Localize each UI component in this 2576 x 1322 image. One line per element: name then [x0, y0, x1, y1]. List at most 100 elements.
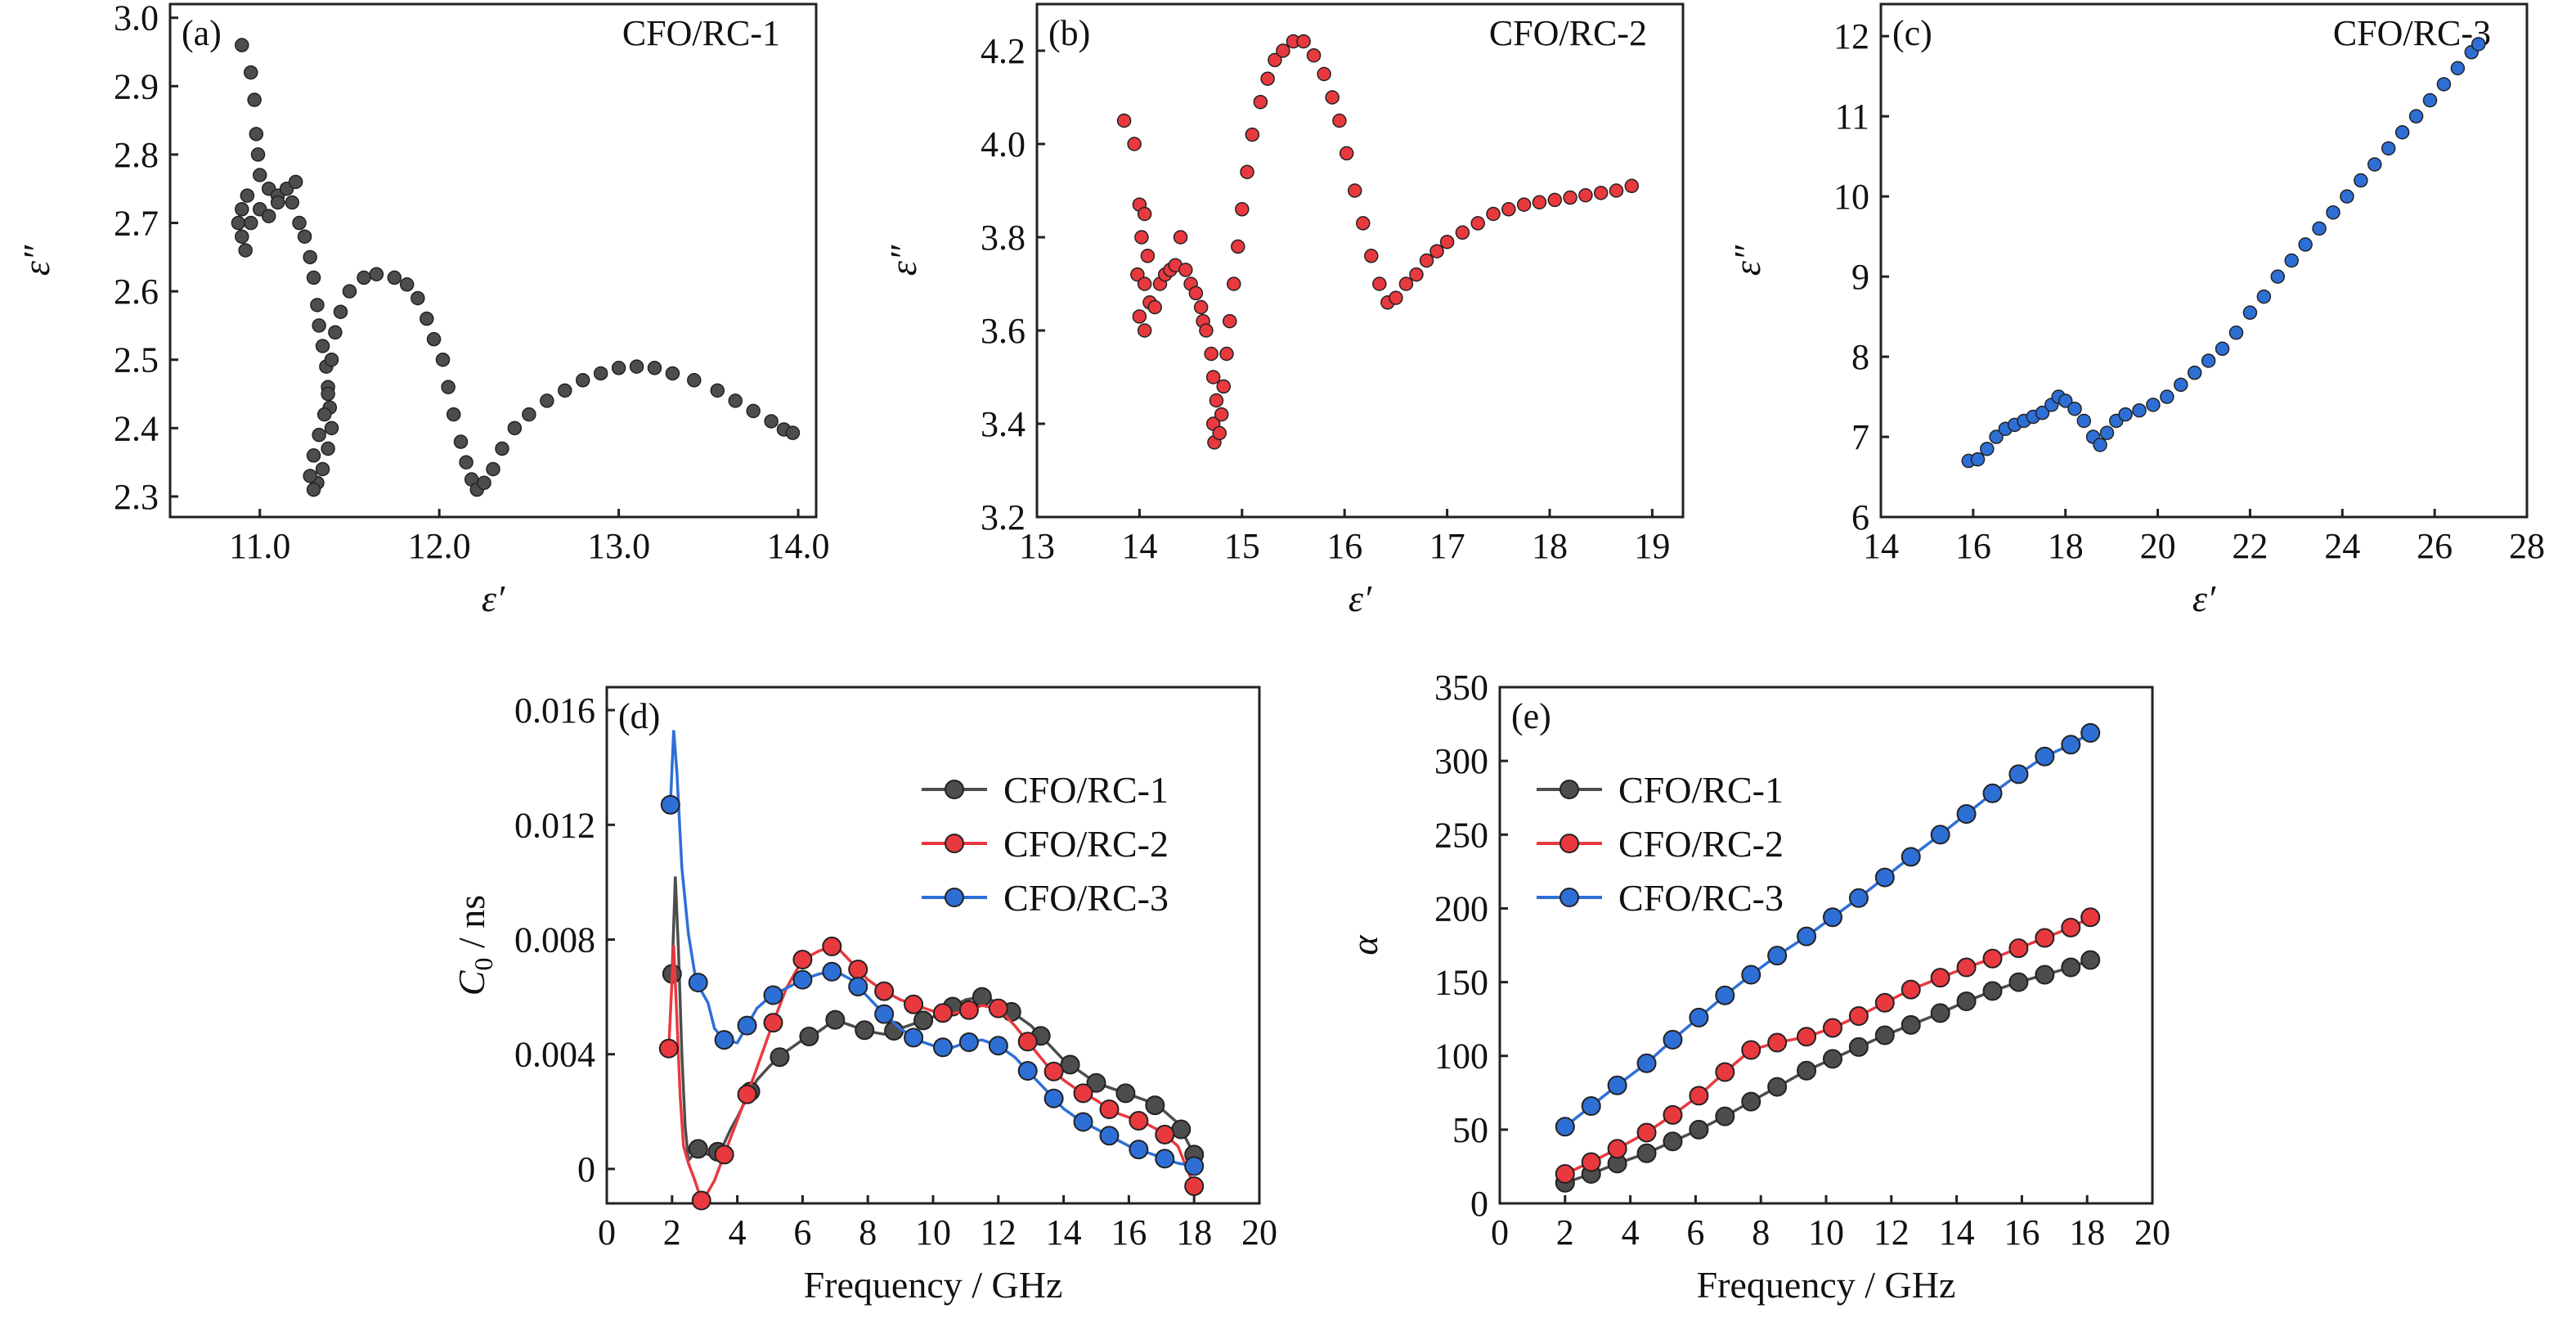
- series-marker: [822, 961, 842, 982]
- series-marker: [932, 1037, 953, 1058]
- data-point: [575, 373, 590, 388]
- x-tick-label: 24: [2324, 526, 2360, 566]
- data-point: [2422, 92, 2438, 108]
- data-point: [1260, 71, 1275, 86]
- data-point: [611, 361, 626, 375]
- series-marker: [737, 1084, 757, 1104]
- series-marker: [1099, 1126, 1120, 1146]
- x-tick-label: 10: [915, 1212, 951, 1252]
- series-marker: [855, 1020, 875, 1041]
- data-point: [261, 209, 276, 223]
- data-point: [2408, 109, 2424, 124]
- data-point: [2340, 189, 2354, 204]
- series-marker: [2061, 957, 2081, 978]
- series-marker: [1741, 1040, 1761, 1060]
- panel-label: (e): [1511, 696, 1551, 736]
- data-point: [1227, 277, 1241, 291]
- data-point: [2436, 77, 2452, 92]
- series-marker: [1767, 1077, 1788, 1097]
- data-point: [2201, 353, 2216, 368]
- panel-label: (a): [182, 13, 222, 53]
- data-point: [1339, 146, 1354, 161]
- data-point: [1970, 452, 1986, 467]
- data-point: [1296, 34, 1311, 49]
- series-marker: [792, 969, 813, 990]
- series-marker: [1874, 992, 1895, 1013]
- data-point: [1980, 441, 1995, 456]
- y-tick-label: 0.004: [514, 1035, 595, 1075]
- data-point: [231, 215, 246, 231]
- data-point: [247, 92, 262, 107]
- data-point: [1332, 113, 1347, 128]
- series-marker: [822, 936, 842, 956]
- series-marker: [1741, 965, 1761, 985]
- y-tick-label: 6: [1851, 497, 1869, 537]
- x-tick-label: 0: [1491, 1212, 1509, 1252]
- x-tick-label: 16: [2004, 1212, 2040, 1252]
- data-point: [315, 339, 330, 353]
- data-point: [1470, 216, 1485, 231]
- legend-entry: CFO/RC-1: [1618, 769, 1784, 811]
- series-tag: CFO/RC-2: [1489, 13, 1647, 53]
- data-point: [2160, 389, 2174, 404]
- x-axis-title: ε′: [482, 578, 505, 619]
- data-point: [453, 434, 469, 449]
- x-tick-label: 12.0: [408, 526, 471, 566]
- series-marker: [799, 1026, 819, 1046]
- series-marker: [1555, 1163, 1575, 1184]
- data-point: [306, 448, 321, 463]
- x-tick-label: 12: [1874, 1212, 1910, 1252]
- series-marker: [1636, 1122, 1657, 1143]
- series-marker: [1184, 1156, 1205, 1176]
- series-marker: [825, 1009, 846, 1030]
- panel-label: (b): [1048, 13, 1090, 53]
- x-tick-label: 8: [859, 1212, 877, 1252]
- x-axis-title: ε′: [2192, 578, 2216, 619]
- data-point: [2256, 289, 2272, 304]
- data-point: [252, 168, 267, 182]
- series-marker: [1663, 1104, 1683, 1125]
- series-marker: [2061, 735, 2081, 755]
- y-tick-label: 10: [1833, 177, 1869, 217]
- series-marker: [2035, 746, 2055, 767]
- y-tick-label: 0: [577, 1149, 595, 1189]
- plot-frame: [605, 686, 1261, 1205]
- y-tick-label: 3.2: [981, 497, 1025, 537]
- series-marker: [660, 794, 680, 815]
- data-point: [1222, 313, 1237, 329]
- series-marker: [1901, 847, 1921, 867]
- data-point: [235, 202, 249, 217]
- series-marker: [2080, 722, 2101, 743]
- data-point: [1439, 234, 1455, 250]
- series-marker: [714, 1030, 734, 1050]
- x-tick-label: 4: [1622, 1212, 1640, 1252]
- series-marker: [1982, 948, 2003, 969]
- data-point: [2298, 237, 2313, 252]
- data-point: [1245, 127, 1260, 142]
- series-marker: [958, 1032, 979, 1052]
- series-marker: [1607, 1075, 1627, 1095]
- x-tick-label: 26: [2417, 526, 2453, 566]
- x-tick-label: 14: [1939, 1212, 1975, 1252]
- data-point: [1486, 206, 1501, 222]
- data-point: [1347, 183, 1362, 198]
- data-point: [1364, 249, 1379, 263]
- series-marker: [1741, 1091, 1761, 1112]
- y-tick-label: 2.6: [114, 272, 159, 312]
- data-point: [1178, 263, 1193, 277]
- data-point: [446, 407, 461, 422]
- y-tick-label: 300: [1434, 741, 1488, 781]
- series-marker: [1822, 1018, 1842, 1038]
- series-marker: [2035, 928, 2055, 948]
- y-axis-title-sub: 0: [469, 958, 498, 971]
- series-marker: [1982, 783, 2003, 803]
- series-marker: [1848, 1006, 1869, 1027]
- data-point: [2215, 341, 2230, 357]
- data-point: [746, 403, 761, 419]
- data-point: [1578, 187, 1593, 203]
- data-point: [687, 373, 702, 388]
- data-point: [2174, 377, 2188, 393]
- data-point: [1219, 346, 1234, 362]
- series-marker: [792, 950, 813, 970]
- series-marker: [2080, 907, 2101, 928]
